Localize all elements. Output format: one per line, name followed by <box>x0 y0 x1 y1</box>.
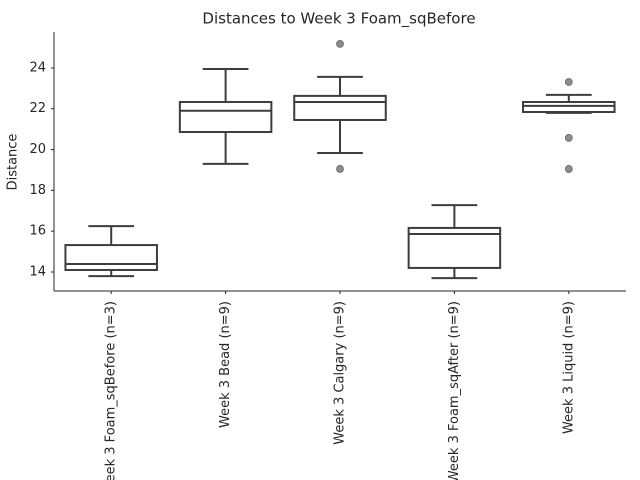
x-tick-label: Week 3 Calgary (n=9) <box>333 301 348 445</box>
chart-title: Distances to Week 3 Foam_sqBefore <box>202 10 475 29</box>
x-tick-label: Week 3 Foam_sqAfter (n=9) <box>447 301 462 480</box>
y-tick-label: 18 <box>29 183 46 198</box>
y-tick-label: 24 <box>29 60 46 75</box>
outlier <box>564 134 573 142</box>
x-tick-label: Week 3 Foam_sqBefore (n=3) <box>104 301 119 480</box>
y-tick-label: 16 <box>29 224 46 239</box>
outlier <box>564 78 573 86</box>
y-tick-label: 14 <box>29 265 46 280</box>
box <box>293 94 387 121</box>
outlier <box>564 165 573 173</box>
x-tick-label: Week 3 Liquid (n=9) <box>561 301 576 434</box>
x-tick-label: Week 3 Bead (n=9) <box>218 301 233 428</box>
outlier <box>336 165 344 173</box>
y-tick-label: 20 <box>29 142 46 157</box>
y-axis-label: Distance <box>6 134 21 191</box>
y-tick-label: 22 <box>29 101 46 116</box>
box <box>522 101 616 114</box>
box <box>64 244 158 271</box>
box <box>178 101 273 134</box>
outlier <box>336 39 344 48</box>
